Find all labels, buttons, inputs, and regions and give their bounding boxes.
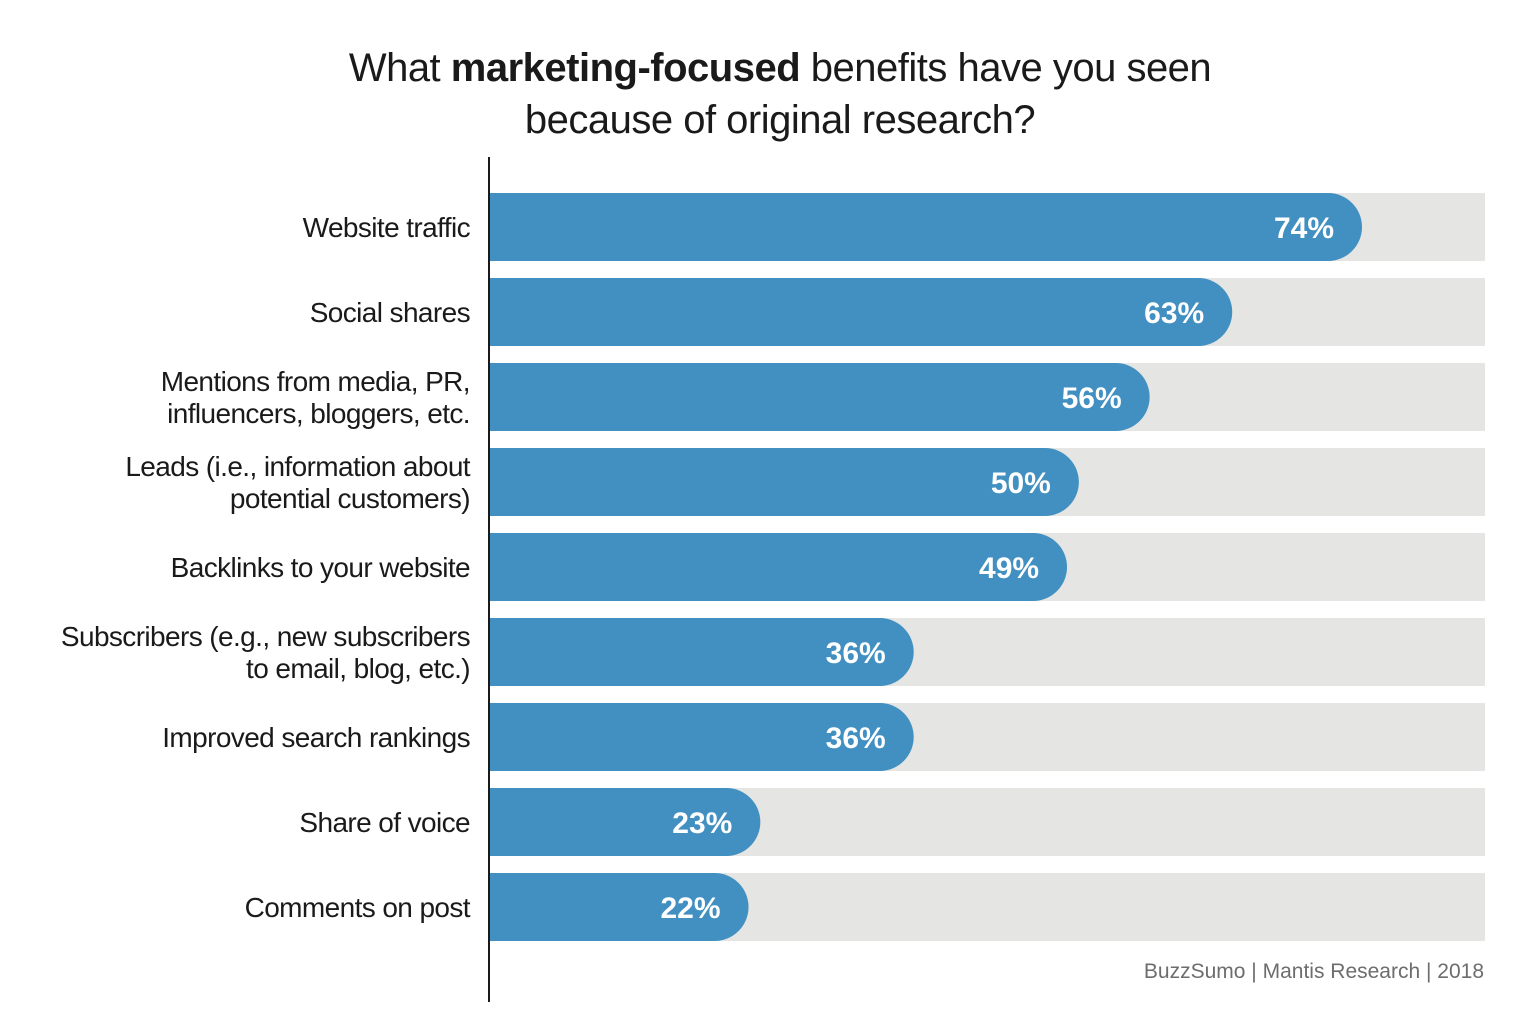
source-credit: BuzzSumo | Mantis Research | 2018	[1143, 960, 1484, 983]
chart-title-pre: What	[348, 46, 451, 90]
category-label-line: Improved search rankings	[162, 722, 470, 753]
bar	[489, 448, 1079, 516]
bar-row: 49% Backlinks to your website	[171, 533, 1485, 601]
bar-row: 74% Website traffic	[303, 193, 1485, 261]
category-label: Subscribers (e.g., new subscribers to ema…	[61, 621, 470, 684]
bar	[489, 363, 1150, 431]
chart-title: What marketing-focused benefits have you…	[180, 42, 1380, 146]
bar-row: 56% Mentions from media, PR, influencers, …	[161, 363, 1485, 431]
category-label: Website traffic	[303, 212, 471, 243]
bar-value-label: 36%	[826, 722, 886, 755]
category-label-line: potential customers)	[230, 483, 470, 514]
bar-value-label: 63%	[1144, 297, 1204, 330]
bar-row: 50% Leads (i.e., information about potenti…	[125, 448, 1485, 516]
bar-value-label: 36%	[826, 637, 886, 670]
category-label: Share of voice	[299, 807, 470, 838]
bar-row: 63% Social shares	[310, 278, 1485, 346]
bar	[489, 873, 749, 941]
category-label: Social shares	[310, 297, 470, 328]
category-label-line: Mentions from media, PR,	[161, 366, 470, 397]
chart-title-post: benefits have you seen	[800, 46, 1212, 90]
bar-value-label: 50%	[991, 467, 1051, 500]
bar-row: 36% Improved search rankings	[162, 703, 1485, 771]
bar-value-label: 23%	[672, 807, 732, 840]
chart-title-line-1: What marketing-focused benefits have you…	[180, 42, 1380, 94]
category-label-line: Leads (i.e., information about	[125, 451, 470, 482]
category-label: Leads (i.e., information about potential …	[125, 451, 470, 514]
category-label-line: Website traffic	[303, 212, 471, 243]
bar	[489, 533, 1068, 601]
bar	[489, 788, 761, 856]
bar	[489, 278, 1233, 346]
chart-title-line-2: because of original research?	[524, 98, 1036, 142]
bar-value-label: 49%	[979, 552, 1039, 585]
bar-value-label: 74%	[1274, 212, 1334, 245]
category-label: Comments on post	[245, 892, 471, 923]
bar	[489, 618, 914, 686]
bar-value-label: 56%	[1062, 382, 1122, 415]
category-label-line: influencers, bloggers, etc.	[167, 398, 470, 429]
category-label-line: Share of voice	[299, 807, 470, 838]
category-label: Mentions from media, PR, influencers, blo…	[161, 366, 470, 429]
bar-value-label: 22%	[660, 892, 720, 925]
bar-row: 22% Comments on post	[245, 873, 1485, 941]
category-label-line: Social shares	[310, 297, 470, 328]
category-label-line: Comments on post	[245, 892, 471, 923]
bar-row: 36% Subscribers (e.g., new subscribers to …	[61, 618, 1485, 686]
category-label-line: Subscribers (e.g., new subscribers	[61, 621, 470, 652]
category-label-line: Backlinks to your website	[171, 552, 470, 583]
category-label-line: to email, blog, etc.)	[246, 653, 470, 684]
bar	[489, 703, 914, 771]
bar	[489, 193, 1362, 261]
bar-row: 23% Share of voice	[299, 788, 1485, 856]
chart-title-emphasis: marketing-focused	[450, 46, 801, 90]
category-label: Improved search rankings	[162, 722, 470, 753]
category-label: Backlinks to your website	[171, 552, 470, 583]
